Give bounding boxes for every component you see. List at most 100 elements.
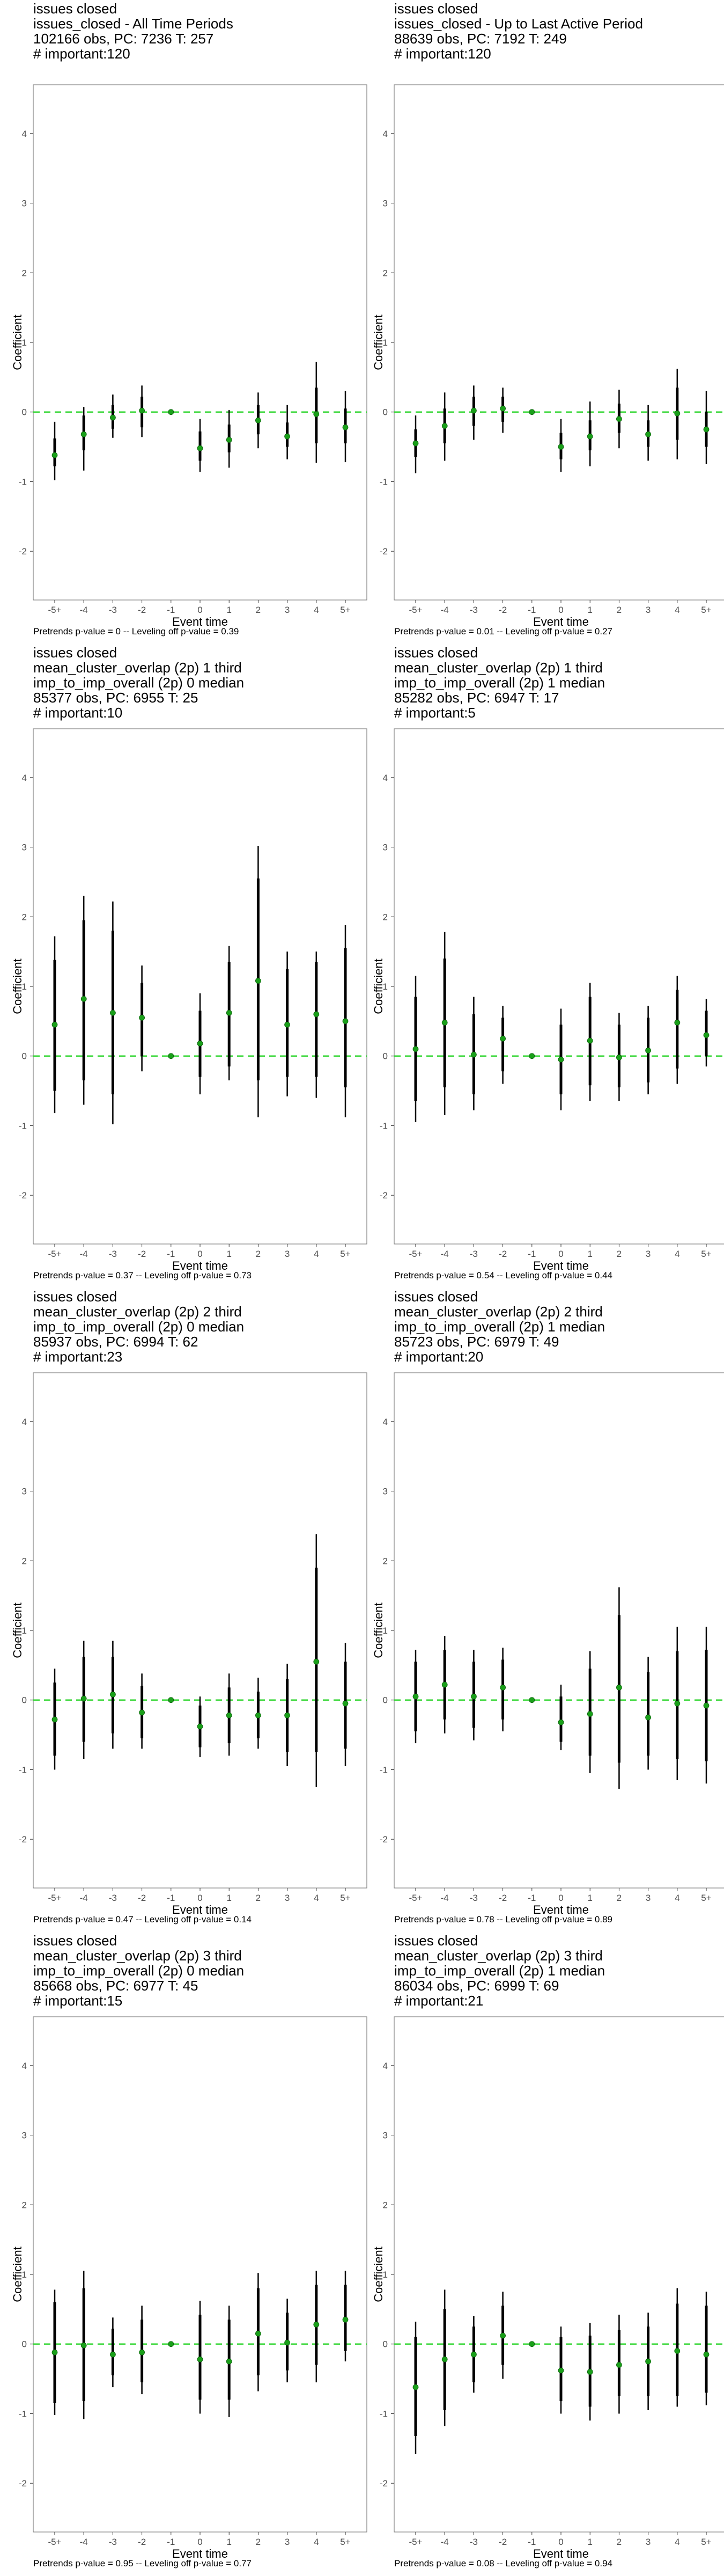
- x-tick-label: 1: [587, 2537, 592, 2547]
- chart-title-line: imp_to_imp_overall (2p) 1 median: [394, 1319, 605, 1335]
- chart-title-line: imp_to_imp_overall (2p) 1 median: [394, 1963, 605, 1979]
- x-tick-label: -4: [80, 1249, 88, 1259]
- chart-title-line: imp_to_imp_overall (2p) 0 median: [33, 675, 244, 691]
- x-tick-label: -2: [138, 1893, 146, 1903]
- coefficient-point: [703, 2351, 710, 2358]
- y-tick-label: -2: [19, 546, 27, 557]
- x-tick-label: 4: [675, 1249, 679, 1259]
- x-tick-label: 5+: [340, 1249, 350, 1259]
- x-tick-label: 5+: [340, 605, 350, 615]
- y-tick-label: 2: [22, 912, 27, 922]
- y-tick-label: 3: [22, 1487, 27, 1497]
- y-tick-label: -2: [19, 2478, 27, 2489]
- coefficient-point: [412, 1693, 419, 1700]
- coefficient-point: [500, 1684, 506, 1690]
- x-tick-label: 0: [197, 2537, 202, 2547]
- coefficient-point: [441, 423, 448, 429]
- coefficient-point: [139, 407, 145, 414]
- x-tick-label: 0: [558, 2537, 563, 2547]
- x-tick-label: -3: [470, 605, 478, 615]
- y-tick-label: 1: [22, 1626, 27, 1636]
- y-tick-label: -2: [19, 1834, 27, 1845]
- x-axis-label: Event time: [172, 1259, 228, 1272]
- coefficient-point: [587, 1711, 593, 1717]
- chart-title-line: mean_cluster_overlap (2p) 1 third: [33, 660, 242, 676]
- coefficient-point: [587, 1037, 593, 1044]
- x-axis-label: Event time: [172, 2547, 228, 2560]
- x-axis-label: Event time: [533, 1259, 589, 1272]
- y-tick-label: -1: [19, 477, 27, 487]
- x-tick-label: -2: [499, 2537, 507, 2547]
- coefficient-point: [441, 1020, 448, 1026]
- chart-title-line: 85668 obs, PC: 6977 T: 45: [33, 1978, 198, 1994]
- coefficient-point: [284, 433, 290, 440]
- chart-title-line: issues_closed - All Time Periods: [33, 16, 233, 32]
- chart-title-line: # important:10: [33, 705, 122, 721]
- y-axis-label: Coefficient: [372, 1602, 385, 1658]
- x-axis-label: Event time: [172, 615, 228, 628]
- coefficient-point: [342, 1700, 349, 1707]
- p-value-caption: Pretrends p-value = 0.08 -- Leveling off…: [394, 2558, 612, 2568]
- coefficient-point: [197, 1040, 203, 1046]
- coefficient-point: [109, 1691, 116, 1697]
- coefficient-point: [139, 2349, 145, 2355]
- x-tick-label: -5+: [48, 605, 61, 615]
- p-value-caption: Pretrends p-value = 0 -- Leveling off p-…: [33, 626, 239, 636]
- chart-title-line: # important:120: [33, 46, 130, 62]
- x-tick-label: 4: [675, 1893, 679, 1903]
- x-tick-label: -1: [528, 2537, 536, 2547]
- y-tick-label: 1: [22, 982, 27, 992]
- coefficient-point: [616, 1684, 622, 1690]
- chart-title-line: # important:20: [394, 1349, 483, 1365]
- p-value-caption: Pretrends p-value = 0.47 -- Leveling off…: [33, 1914, 252, 1924]
- coefficient-point: [284, 2339, 290, 2346]
- chart-title-line: mean_cluster_overlap (2p) 2 third: [33, 1304, 242, 1320]
- coefficient-point: [674, 1020, 681, 1026]
- chart-title-line: issues closed: [394, 1933, 478, 1949]
- y-tick-label: -1: [380, 477, 388, 487]
- y-tick-label: 2: [383, 268, 388, 278]
- x-tick-label: 1: [226, 2537, 231, 2547]
- x-tick-label: 3: [646, 1893, 651, 1903]
- coefficient-point: [168, 2341, 174, 2347]
- x-tick-label: -2: [138, 2537, 146, 2547]
- y-tick-label: 1: [383, 338, 388, 348]
- y-tick-label: 2: [383, 1556, 388, 1566]
- x-tick-label: 2: [617, 1249, 622, 1259]
- coefficient-point: [500, 1035, 506, 1042]
- x-tick-label: 3: [646, 2537, 651, 2547]
- y-axis-label: Coefficient: [11, 958, 24, 1014]
- coefficient-point: [255, 978, 261, 984]
- x-tick-label: -4: [441, 2537, 449, 2547]
- x-tick-label: 1: [587, 605, 592, 615]
- coefficient-point: [197, 2356, 203, 2362]
- chart-title-line: issues closed: [33, 1289, 117, 1305]
- coefficient-point: [616, 1054, 622, 1060]
- x-tick-label: 0: [197, 1893, 202, 1903]
- coefficient-point: [168, 1697, 174, 1703]
- x-tick-label: 4: [314, 1249, 319, 1259]
- y-axis-label: Coefficient: [11, 314, 24, 370]
- coefficient-point: [197, 445, 203, 451]
- x-tick-label: 3: [285, 1249, 290, 1259]
- y-tick-label: 3: [22, 2131, 27, 2141]
- coefficient-point: [529, 1053, 535, 1059]
- x-tick-label: 2: [617, 605, 622, 615]
- x-tick-label: 3: [646, 605, 651, 615]
- x-tick-label: -4: [441, 1249, 449, 1259]
- y-tick-label: 2: [383, 2200, 388, 2210]
- x-tick-label: -4: [80, 1893, 88, 1903]
- y-tick-label: 4: [22, 1417, 27, 1427]
- coefficient-point: [109, 414, 116, 421]
- coefficient-point: [500, 2332, 506, 2339]
- y-tick-label: 1: [383, 2270, 388, 2280]
- coefficient-point: [313, 2322, 320, 2328]
- x-tick-label: 4: [675, 2537, 679, 2547]
- y-tick-label: -2: [19, 1190, 27, 1201]
- y-tick-label: 2: [22, 1556, 27, 1566]
- y-tick-label: 3: [22, 843, 27, 853]
- y-tick-label: -2: [380, 1834, 388, 1845]
- coefficient-point: [529, 2341, 535, 2347]
- y-tick-label: 3: [383, 2131, 388, 2141]
